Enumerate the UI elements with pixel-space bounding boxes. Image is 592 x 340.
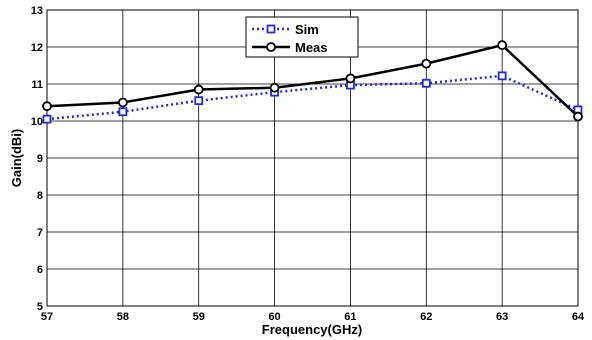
x-tick-label: 64 — [572, 311, 585, 323]
data-point-sim — [42, 114, 52, 124]
y-tick-label: 6 — [37, 264, 43, 276]
legend-box — [245, 16, 359, 58]
x-tick-label: 60 — [268, 311, 280, 323]
legend-sim-label: Sim — [295, 22, 319, 37]
data-point-sim — [497, 71, 507, 81]
legend: Sim Meas — [245, 16, 359, 58]
y-tick-label: 9 — [37, 153, 43, 165]
y-tick-label: 7 — [37, 227, 43, 239]
y-tick-label: 12 — [31, 42, 43, 54]
y-tick-label: 13 — [31, 5, 43, 17]
data-point-sim — [421, 78, 431, 88]
series-line-meas — [46, 43, 579, 118]
data-point-meas — [193, 84, 204, 95]
y-tick-labels: 5 6 7 8 9 10 11 12 13 — [31, 5, 43, 313]
data-point-sim — [194, 96, 204, 106]
y-axis-title: Gain(dBi) — [9, 129, 24, 188]
data-point-meas — [117, 97, 128, 108]
data-point-meas — [345, 73, 356, 84]
y-tick-label: 11 — [31, 79, 43, 91]
x-tick-label: 58 — [117, 311, 129, 323]
y-tick-label: 10 — [31, 116, 43, 128]
data-point-meas — [42, 101, 52, 112]
x-tick-label: 57 — [41, 311, 53, 323]
data-point-meas — [421, 58, 432, 69]
y-tick-label: 8 — [37, 190, 43, 202]
data-point-sim — [118, 107, 128, 117]
data-point-meas — [269, 82, 280, 93]
legend-sim-marker — [266, 24, 276, 34]
x-tick-label: 63 — [496, 311, 508, 323]
legend-meas-marker — [266, 42, 276, 52]
legend-meas-label: Meas — [295, 40, 328, 55]
data-point-meas — [497, 40, 508, 51]
data-point-meas — [573, 111, 583, 122]
x-tick-label: 62 — [420, 311, 432, 323]
y-tick-label: 5 — [37, 301, 43, 313]
x-tick-label: 59 — [193, 311, 205, 323]
x-axis-title: Frequency(GHz) — [262, 322, 362, 337]
x-tick-label: 61 — [344, 311, 356, 323]
series-layer — [42, 40, 583, 124]
x-tick-labels: 57 58 59 60 61 62 63 64 — [41, 311, 585, 323]
